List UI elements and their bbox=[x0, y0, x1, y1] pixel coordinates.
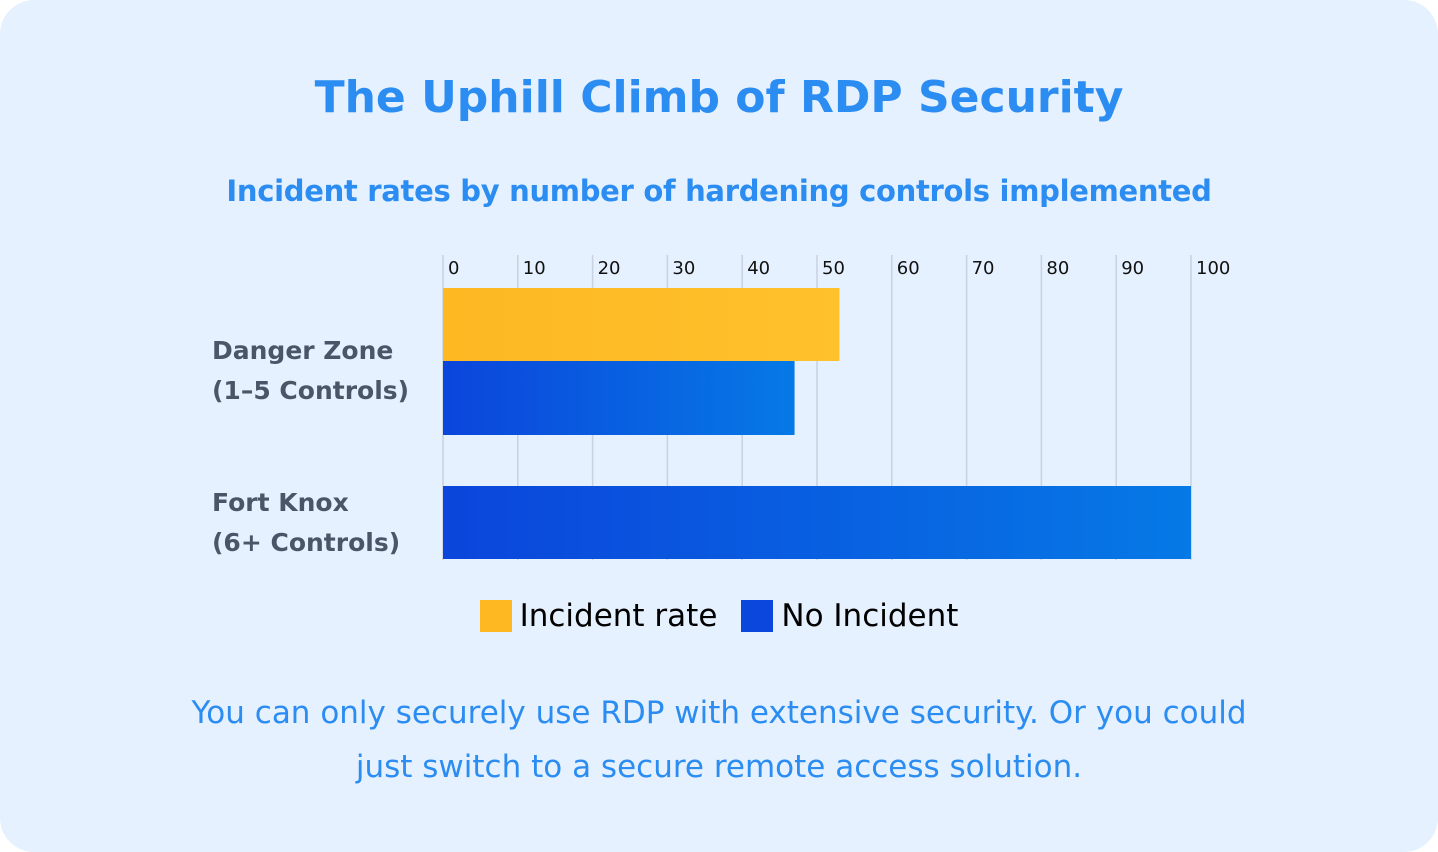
tick-label: 10 bbox=[523, 258, 546, 279]
legend-item-no-incident: No Incident bbox=[741, 598, 958, 634]
legend-label: No Incident bbox=[781, 598, 959, 634]
legend-label: Incident rate bbox=[519, 598, 718, 634]
tick-label: 0 bbox=[448, 258, 459, 279]
tick-label: 40 bbox=[747, 258, 770, 279]
legend-item-incident: Incident rate bbox=[479, 598, 718, 634]
legend-swatch bbox=[479, 600, 512, 632]
footer-line: You can only securely use RDP with exten… bbox=[191, 695, 1247, 731]
tick-label: 90 bbox=[1121, 258, 1144, 279]
tick-label: 100 bbox=[1196, 258, 1230, 279]
category-label: Fort Knox bbox=[212, 488, 349, 517]
footer-line: just switch to a secure remote access so… bbox=[355, 749, 1083, 785]
chart-subtitle: Incident rates by number of hardening co… bbox=[226, 174, 1212, 208]
incident-rate-bar bbox=[443, 288, 840, 361]
chart-title: The Uphill Climb of RDP Security bbox=[314, 72, 1124, 123]
legend-swatch bbox=[741, 600, 774, 632]
tick-label: 50 bbox=[822, 258, 845, 279]
tick-label: 70 bbox=[972, 258, 995, 279]
legend: Incident rate No Incident bbox=[0, 598, 1438, 634]
category-label: (1–5 Controls) bbox=[212, 376, 409, 405]
no-incident-bar bbox=[443, 361, 795, 435]
tick-label: 30 bbox=[672, 258, 695, 279]
tick-label: 20 bbox=[598, 258, 621, 279]
category-label: Danger Zone bbox=[212, 336, 393, 365]
footer-text: You can only securely use RDP with exten… bbox=[0, 686, 1438, 794]
tick-label: 60 bbox=[897, 258, 920, 279]
category-label: (6+ Controls) bbox=[212, 528, 400, 557]
no-incident-bar bbox=[443, 486, 1191, 559]
tick-label: 80 bbox=[1046, 258, 1069, 279]
